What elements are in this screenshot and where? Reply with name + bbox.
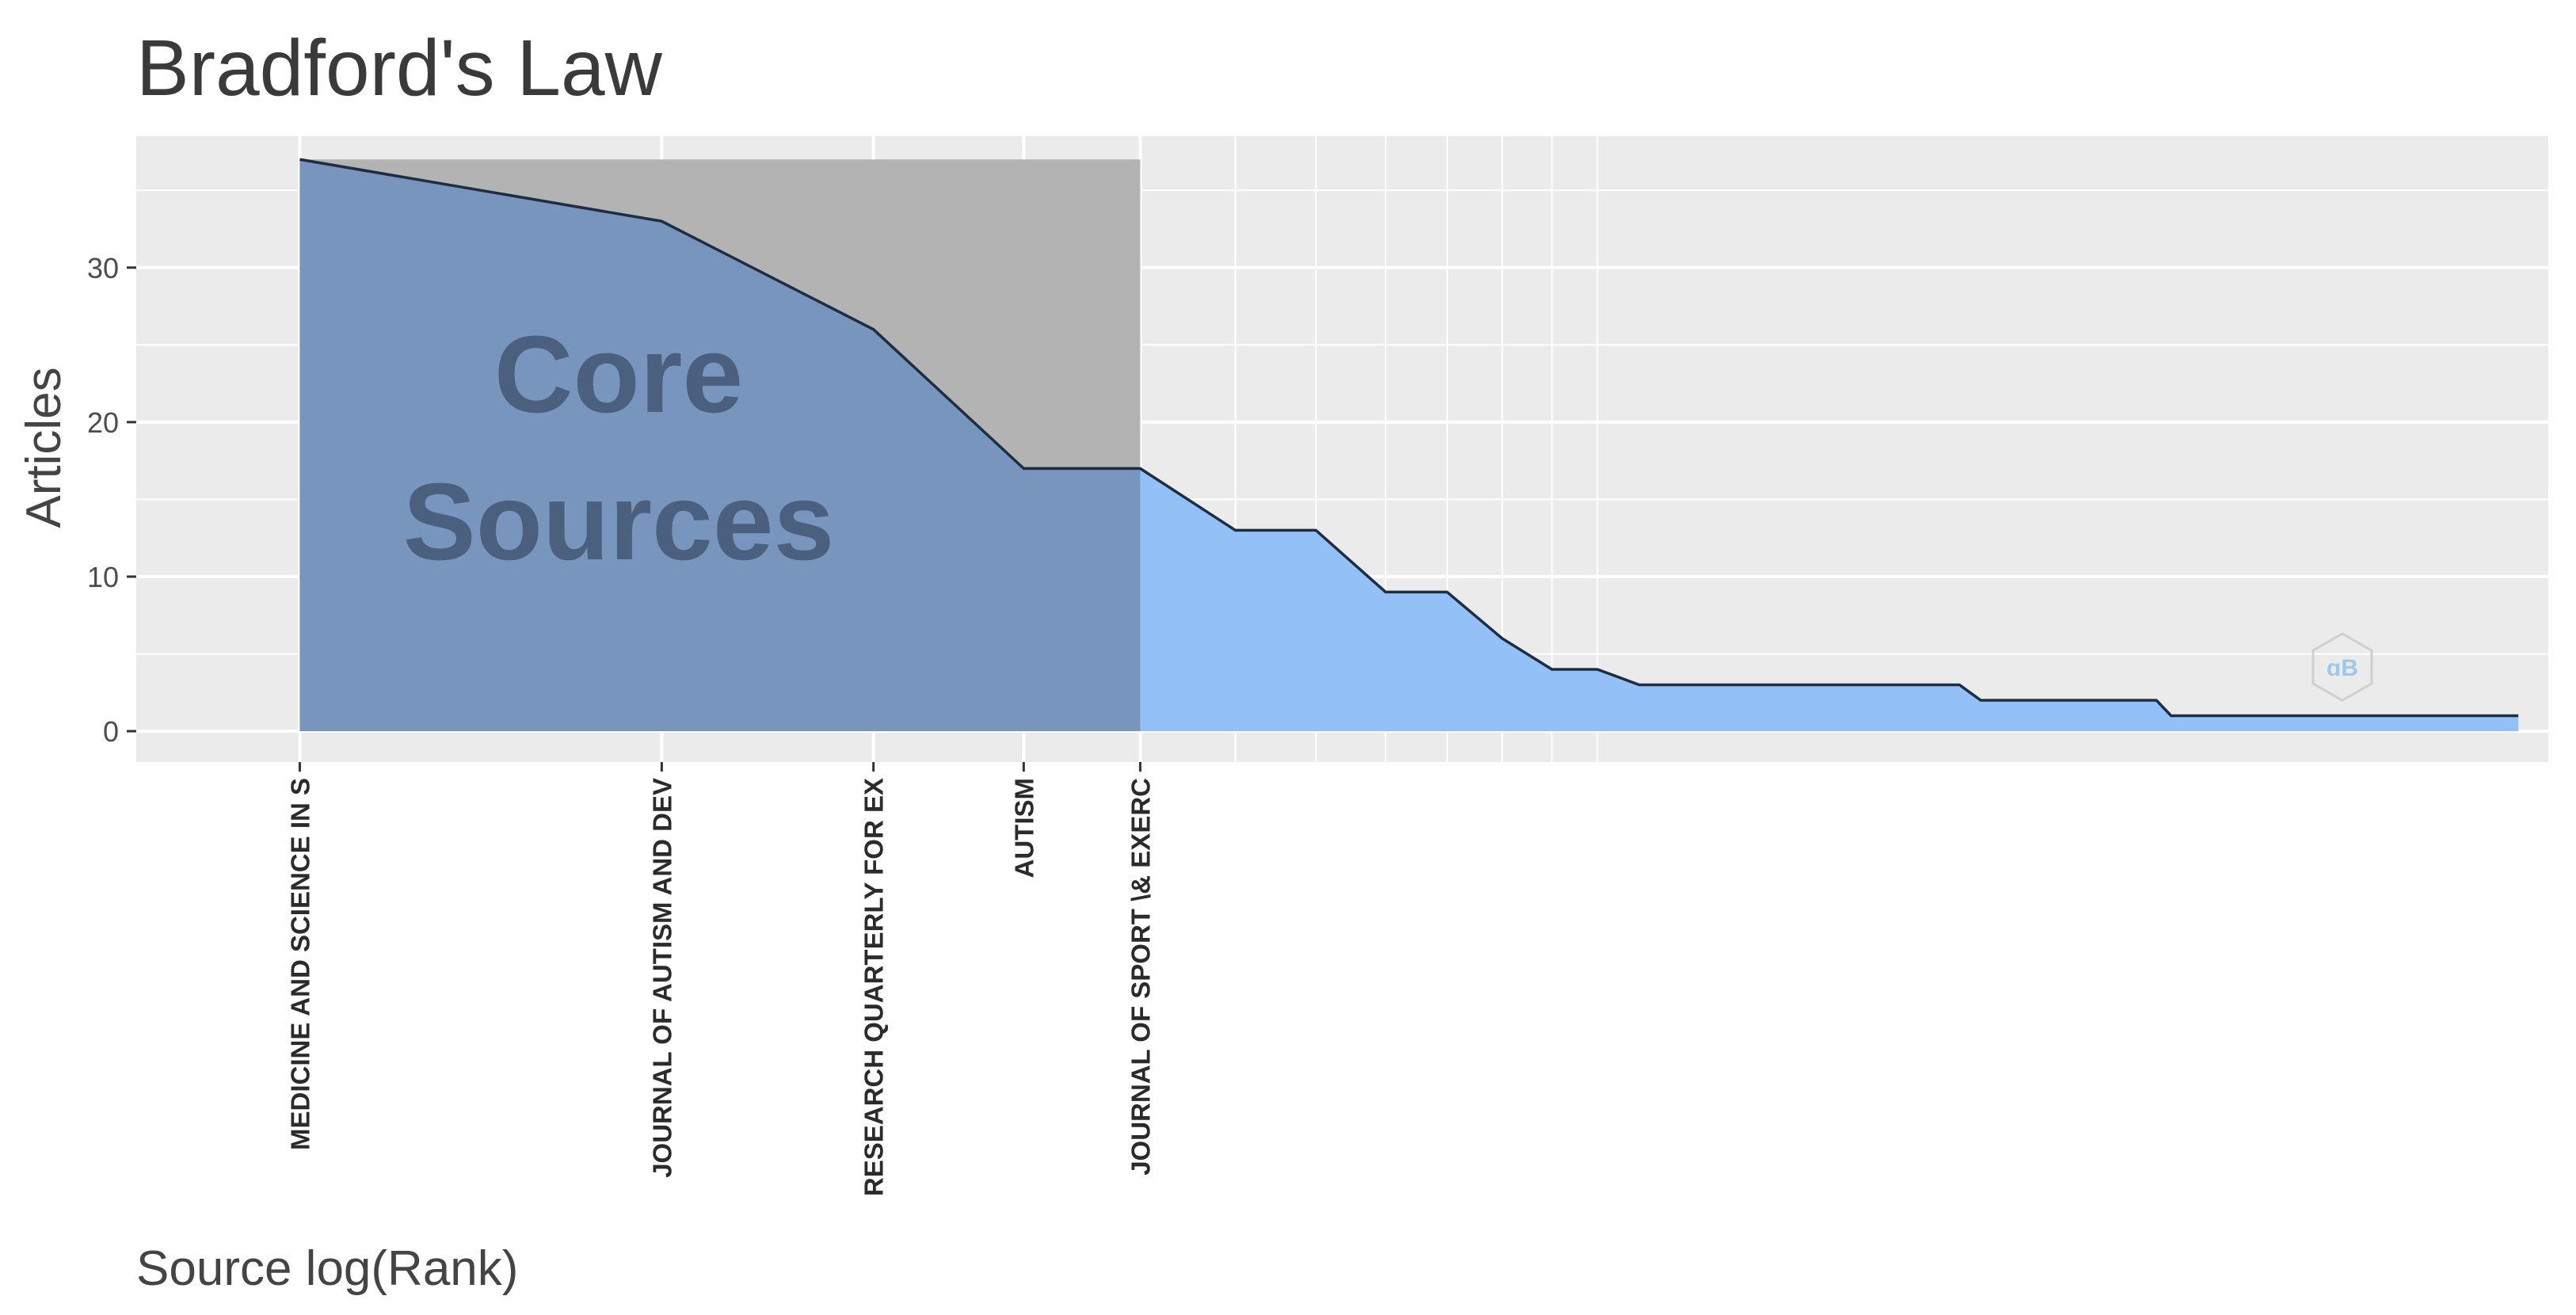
x-tick-label: AUTISM (1009, 778, 1038, 879)
area-other-sources (1140, 468, 2519, 731)
data-line (299, 158, 2519, 718)
y-tick-label: 20 (87, 406, 119, 439)
y-tick-label: 30 (87, 252, 119, 284)
core-sources-label-line1: Core (494, 314, 743, 436)
x-tick-label: JOURNAL OF AUTISM AND DEV (647, 778, 676, 1178)
bibliometrix-logo-icon: ɑB (2311, 632, 2373, 702)
y-tick-label: 0 (103, 715, 119, 748)
area-fill (299, 159, 2519, 731)
x-tick-label: RESEARCH QUARTERLY FOR EX (859, 778, 889, 1196)
core-sources-label-line2: Sources (403, 461, 835, 583)
y-tick-label: 10 (87, 561, 119, 593)
x-axis-title: Source log(Rank) (136, 1241, 518, 1296)
y-axis-title: Articles (17, 367, 71, 528)
series-line (299, 158, 2519, 718)
x-tick-label: MEDICINE AND SCIENCE IN S (285, 778, 314, 1150)
chart-title: Bradford's Law (136, 24, 663, 112)
area-core-sources (299, 159, 1141, 731)
y-axis-ticks: 0 10 20 30 (87, 252, 136, 748)
x-axis-ticks: MEDICINE AND SCIENCE IN S JOURNAL OF AUTI… (285, 762, 1155, 1196)
x-tick-label: JOURNAL OF SPORT \& EXERC (1126, 778, 1155, 1176)
svg-text:ɑB: ɑB (2326, 655, 2358, 681)
